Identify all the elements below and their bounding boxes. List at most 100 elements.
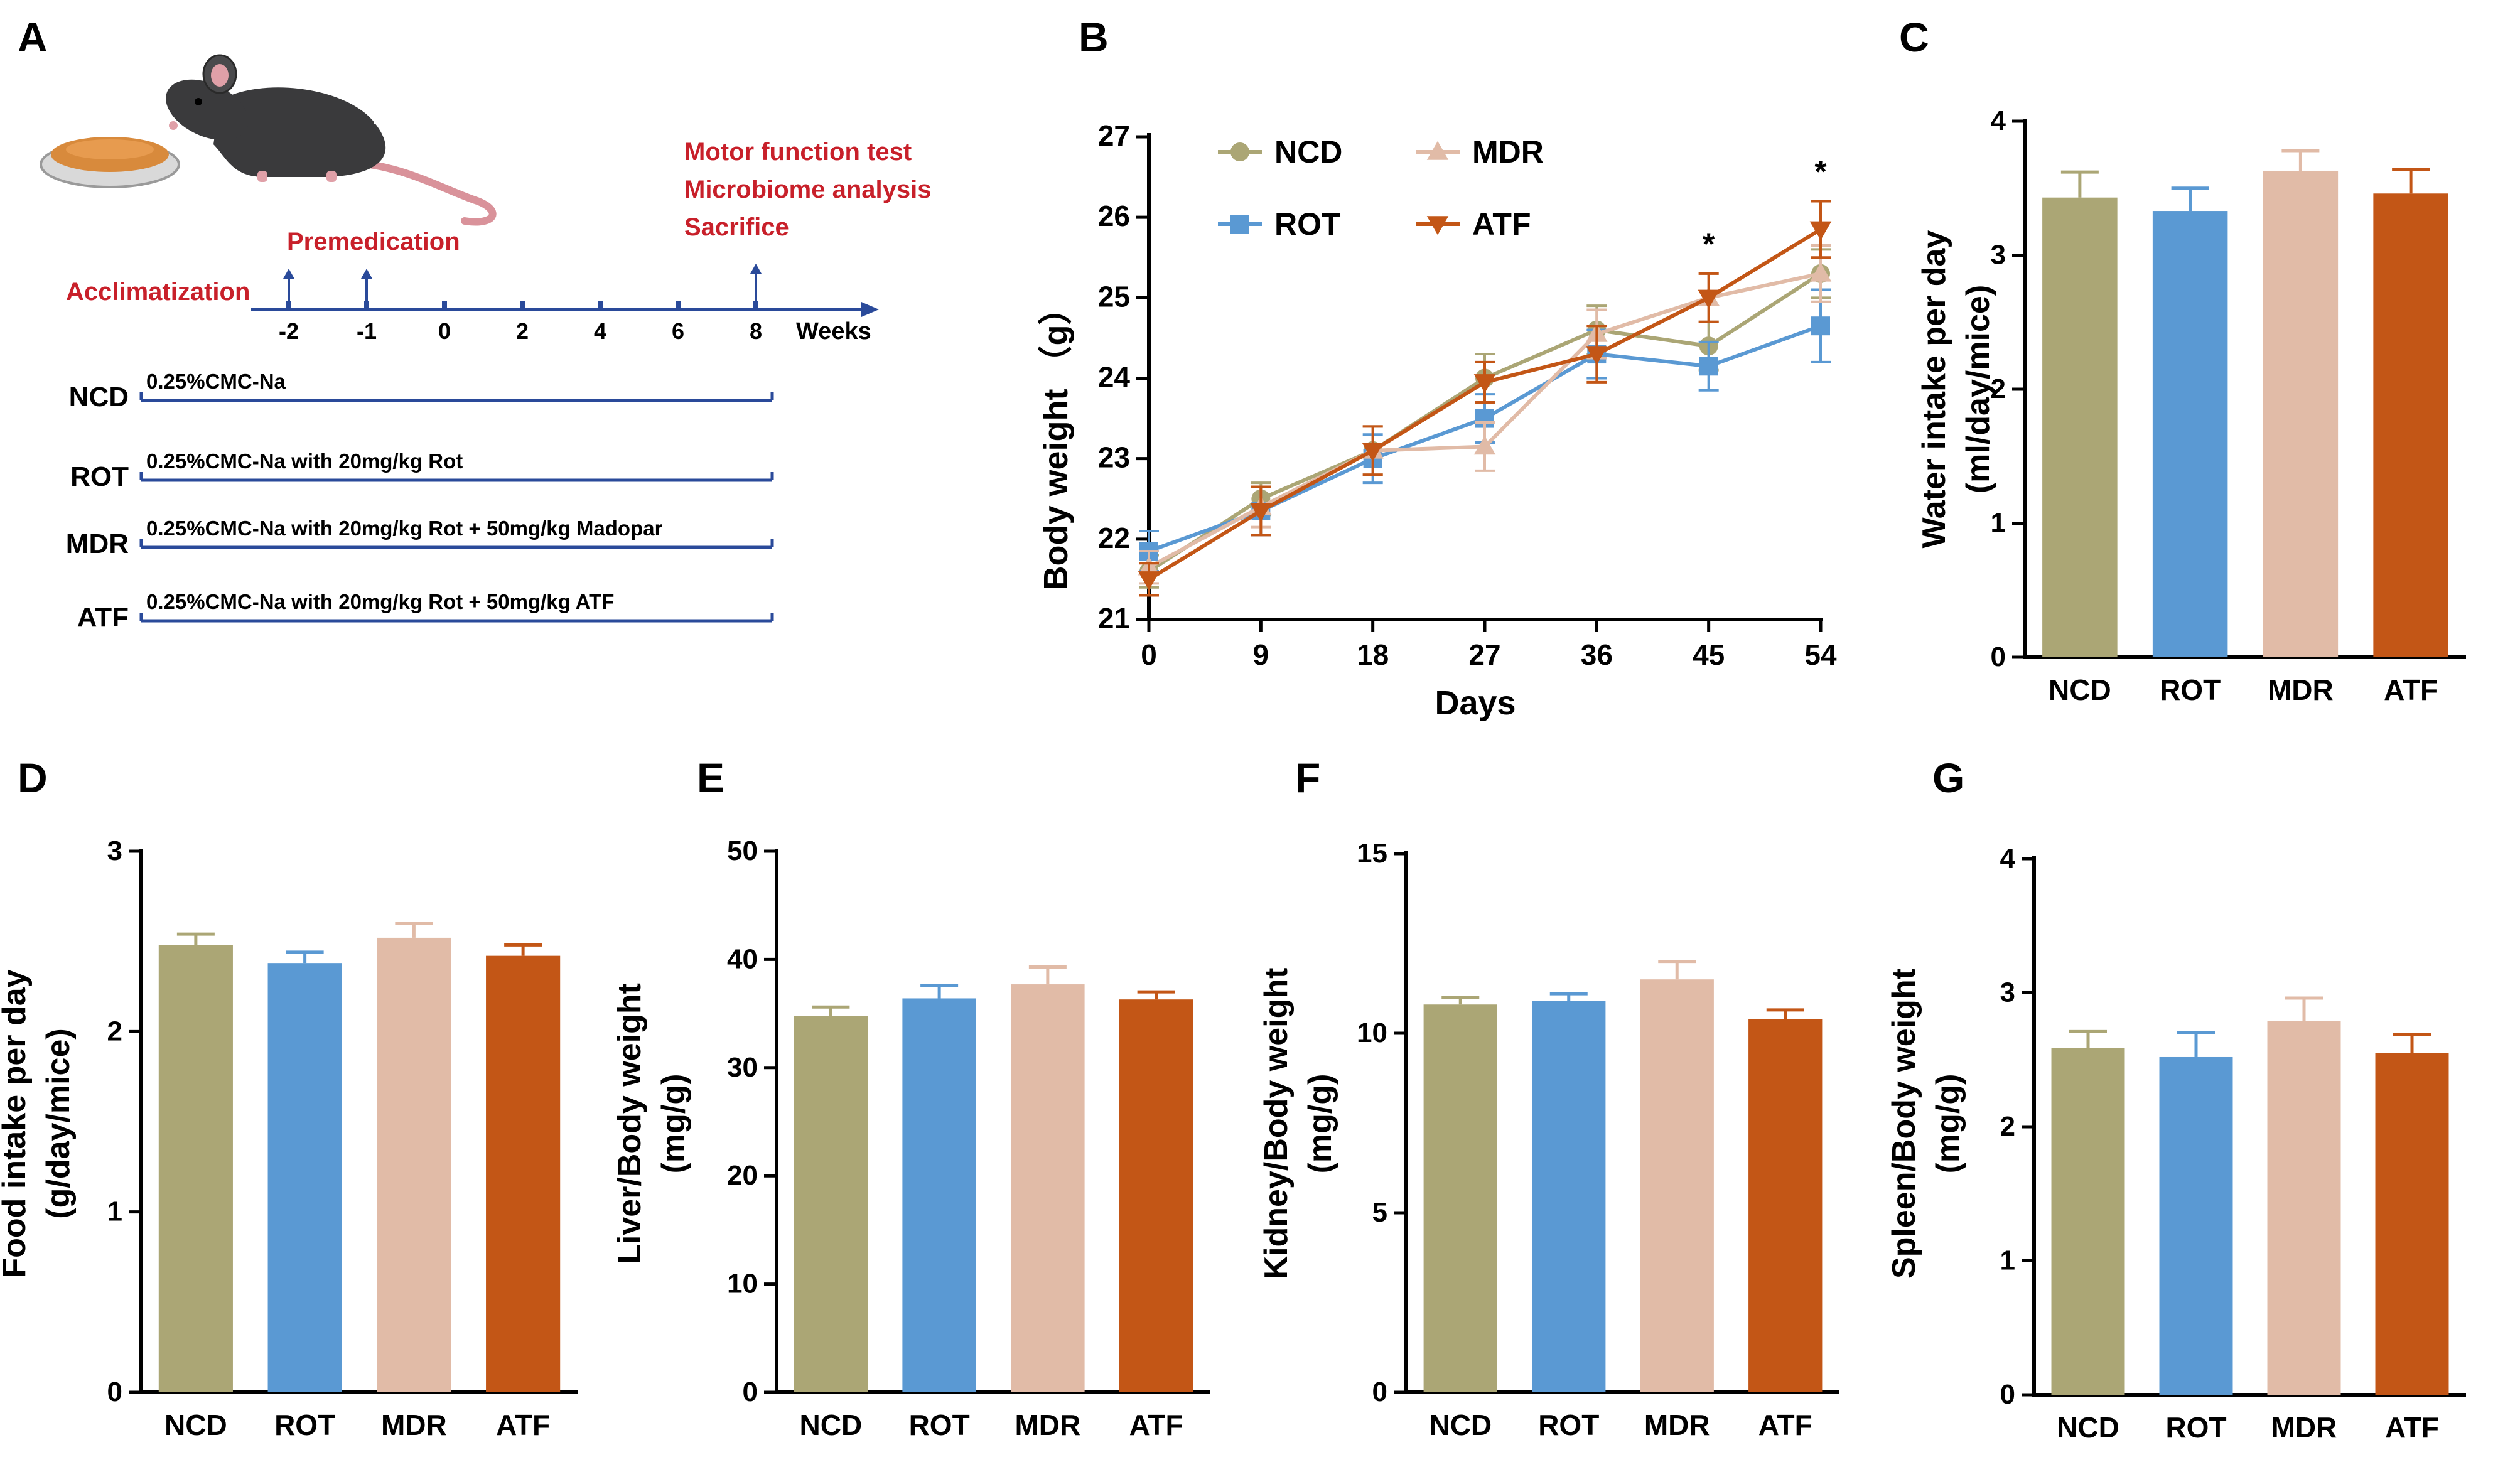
y-tick-label: 24 bbox=[1098, 361, 1131, 394]
bar-chart-d: 0 1 2 3 NCD ROT MDR ATF Food intake per day(g/da… bbox=[0, 836, 578, 1441]
mouse-label-pd: PD bbox=[372, 104, 404, 129]
x-tick-label: ROT bbox=[1538, 1409, 1599, 1441]
protocol-group-treatment: 0.25%CMC-Na with 20mg/kg Rot + 50mg/kg A… bbox=[146, 590, 614, 613]
legend-label: ATF bbox=[1472, 207, 1531, 242]
timeline-event-arrowhead bbox=[361, 269, 372, 279]
data-point bbox=[1811, 316, 1830, 336]
data-point bbox=[1473, 436, 1496, 455]
legend-label: NCD bbox=[1274, 134, 1342, 169]
y-tick-label: 0 bbox=[1991, 642, 2006, 672]
panel-letter-F: F bbox=[1295, 755, 1320, 801]
y-tick-label: 20 bbox=[727, 1160, 758, 1191]
bar-ncd bbox=[2051, 1048, 2125, 1395]
x-tick-label: MDR bbox=[2268, 674, 2334, 706]
y-tick-label: 1 bbox=[2000, 1245, 2015, 1276]
y-axis-label-units: (mg/g) bbox=[1930, 1074, 1966, 1174]
x-tick-label: MDR bbox=[2271, 1411, 2337, 1444]
data-point bbox=[1250, 503, 1272, 522]
y-tick-label: 3 bbox=[2000, 977, 2015, 1008]
protocol-group-name: NCD bbox=[69, 382, 129, 412]
week-tick-label: 8 bbox=[750, 318, 762, 344]
y-tick-label: 1 bbox=[107, 1196, 122, 1227]
series-atf bbox=[1138, 200, 1832, 597]
protocol-group-name: MDR bbox=[66, 529, 129, 559]
x-tick-label: 45 bbox=[1693, 638, 1725, 671]
timeline-event-arrowhead bbox=[750, 264, 762, 274]
bar-atf bbox=[2373, 193, 2448, 657]
y-tick-label: 50 bbox=[727, 836, 758, 866]
legend-marker bbox=[1230, 215, 1249, 234]
bar-mdr bbox=[1011, 984, 1085, 1392]
y-tick-label: 2 bbox=[2000, 1111, 2015, 1142]
data-point bbox=[1699, 357, 1718, 376]
x-tick-label: ROT bbox=[2160, 674, 2221, 706]
data-point bbox=[1362, 443, 1384, 462]
mouse-ear-inner bbox=[211, 64, 229, 87]
y-tick-label: 2 bbox=[1991, 373, 2006, 404]
bar-ncd bbox=[2042, 197, 2118, 657]
body-weight-line-chart: 21 22 23 24 25 26 27 0 9 18 27 36 45 54 Days Body weigh… bbox=[1037, 119, 1837, 722]
x-tick-label: 27 bbox=[1468, 638, 1500, 671]
x-tick-label: ATF bbox=[2384, 674, 2438, 706]
x-axis-label: Days bbox=[1435, 684, 1516, 722]
legend-entry-ncd: NCD bbox=[1218, 134, 1342, 169]
y-axis-label: Liver/Body weight bbox=[611, 983, 648, 1264]
bar-rot bbox=[2159, 1056, 2233, 1395]
legend-label: ROT bbox=[1274, 207, 1341, 242]
y-tick-label: 1 bbox=[1991, 508, 2006, 539]
panel-letter-D: D bbox=[18, 755, 48, 801]
protocol-schematic: PD -2 -1 0 2 4 6 8 Weeks Acclimatization Premedica… bbox=[40, 54, 931, 633]
x-tick-label: MDR bbox=[381, 1409, 447, 1441]
data-point bbox=[1698, 289, 1720, 309]
bar-atf bbox=[486, 955, 561, 1392]
x-tick-label: NCD bbox=[800, 1409, 863, 1441]
y-tick-label: 22 bbox=[1098, 522, 1130, 554]
y-axis-label-units: (ml/day/mice) bbox=[1960, 285, 1996, 493]
bar-atf bbox=[1748, 1019, 1823, 1392]
bar-chart-f: 0 5 10 15 NCD ROT MDR ATF Kidney/Body weight (mg/… bbox=[1258, 838, 1839, 1441]
bar-rot bbox=[267, 963, 342, 1392]
food-highlight bbox=[66, 139, 154, 159]
bar-rot bbox=[1532, 1001, 1606, 1392]
x-tick-label: 18 bbox=[1357, 638, 1389, 671]
x-tick-label: 36 bbox=[1581, 638, 1613, 671]
panel-letter-C: C bbox=[1899, 14, 1929, 60]
x-tick-label: ROT bbox=[274, 1409, 335, 1441]
mouse-eye bbox=[195, 98, 202, 105]
timeline-label-premedication: Premedication bbox=[287, 228, 460, 255]
x-tick-label: 54 bbox=[1804, 638, 1837, 671]
mouse-nose bbox=[169, 121, 178, 130]
y-axis-label: Food intake per day bbox=[0, 969, 33, 1277]
x-tick-label: NCD bbox=[1429, 1409, 1492, 1441]
week-tick-label: -2 bbox=[279, 318, 299, 344]
data-point bbox=[1809, 221, 1832, 240]
bar-mdr bbox=[2263, 170, 2339, 657]
y-axis-label-units: (mg/g) bbox=[1302, 1074, 1338, 1174]
data-point bbox=[1138, 571, 1160, 591]
data-point bbox=[1586, 346, 1608, 365]
week-tick-label: 2 bbox=[516, 318, 529, 344]
mouse-head bbox=[166, 79, 249, 141]
x-tick-label: MDR bbox=[1015, 1409, 1080, 1441]
bar-ncd bbox=[1423, 1004, 1497, 1392]
bar-chart-e: 0 10 20 30 40 50 NCD ROT MDR ATF Liver/Body weight… bbox=[611, 836, 1210, 1441]
mouse-body bbox=[213, 87, 386, 177]
timeline-event-arrowhead bbox=[283, 269, 294, 279]
panel-letter-G: G bbox=[1932, 755, 1964, 801]
y-tick-label: 4 bbox=[1991, 105, 2006, 136]
panel-letter-A: A bbox=[18, 14, 48, 60]
y-axis-label: Kidney/Body weight bbox=[1258, 968, 1295, 1280]
timeline-endpoint: Microbiome analysis bbox=[684, 176, 931, 203]
bar-atf bbox=[2375, 1053, 2449, 1395]
x-tick-label: ATF bbox=[1758, 1409, 1812, 1441]
y-axis-label: Body weight （g） bbox=[1037, 291, 1075, 591]
protocol-group-treatment: 0.25%CMC-Na with 20mg/kg Rot bbox=[146, 449, 463, 473]
legend-marker bbox=[1426, 216, 1449, 235]
x-tick-label: NCD bbox=[2049, 674, 2111, 706]
y-tick-label: 0 bbox=[107, 1377, 122, 1407]
legend-label: MDR bbox=[1472, 134, 1544, 169]
protocol-group-treatment: 0.25%CMC-Na bbox=[146, 370, 286, 393]
y-axis-label: Water intake per day bbox=[1916, 230, 1952, 549]
x-tick-label: MDR bbox=[1644, 1409, 1710, 1441]
timeline-unit-weeks: Weeks bbox=[796, 318, 871, 345]
